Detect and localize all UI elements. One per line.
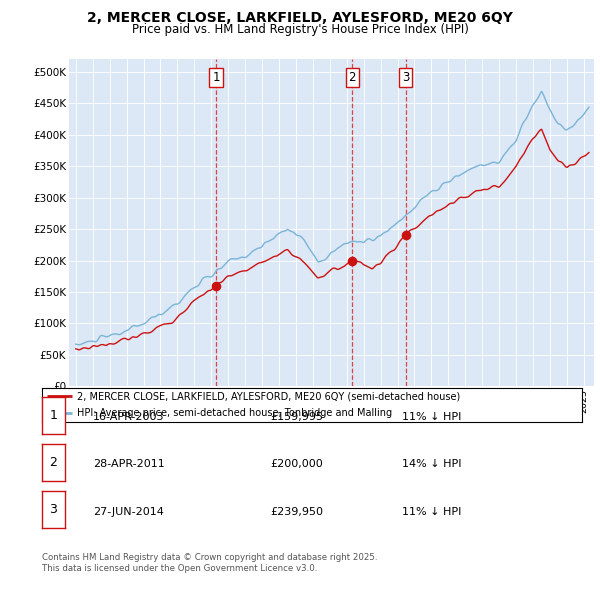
Text: 2: 2: [49, 456, 58, 469]
Text: 3: 3: [49, 503, 58, 516]
Text: £159,995: £159,995: [270, 412, 323, 422]
Text: 11% ↓ HPI: 11% ↓ HPI: [402, 412, 461, 422]
Point: [401, 231, 410, 240]
Text: 27-JUN-2014: 27-JUN-2014: [93, 507, 164, 517]
Text: £200,000: £200,000: [270, 460, 323, 470]
Text: 1: 1: [212, 71, 220, 84]
Text: Contains HM Land Registry data © Crown copyright and database right 2025.
This d: Contains HM Land Registry data © Crown c…: [42, 553, 377, 573]
Text: 2, MERCER CLOSE, LARKFIELD, AYLESFORD, ME20 6QY: 2, MERCER CLOSE, LARKFIELD, AYLESFORD, M…: [87, 11, 513, 25]
Text: £239,950: £239,950: [270, 507, 323, 517]
Text: 2: 2: [349, 71, 356, 84]
Text: 1: 1: [49, 409, 58, 422]
Text: 11% ↓ HPI: 11% ↓ HPI: [402, 507, 461, 517]
Point: [347, 256, 357, 266]
Text: 3: 3: [402, 71, 410, 84]
Text: HPI: Average price, semi-detached house, Tonbridge and Malling: HPI: Average price, semi-detached house,…: [77, 408, 392, 418]
Point: [211, 281, 221, 290]
Text: 16-APR-2003: 16-APR-2003: [93, 412, 164, 422]
Text: Price paid vs. HM Land Registry's House Price Index (HPI): Price paid vs. HM Land Registry's House …: [131, 23, 469, 36]
Text: 2, MERCER CLOSE, LARKFIELD, AYLESFORD, ME20 6QY (semi-detached house): 2, MERCER CLOSE, LARKFIELD, AYLESFORD, M…: [77, 391, 460, 401]
Text: 14% ↓ HPI: 14% ↓ HPI: [402, 460, 461, 470]
Text: 28-APR-2011: 28-APR-2011: [93, 460, 165, 470]
